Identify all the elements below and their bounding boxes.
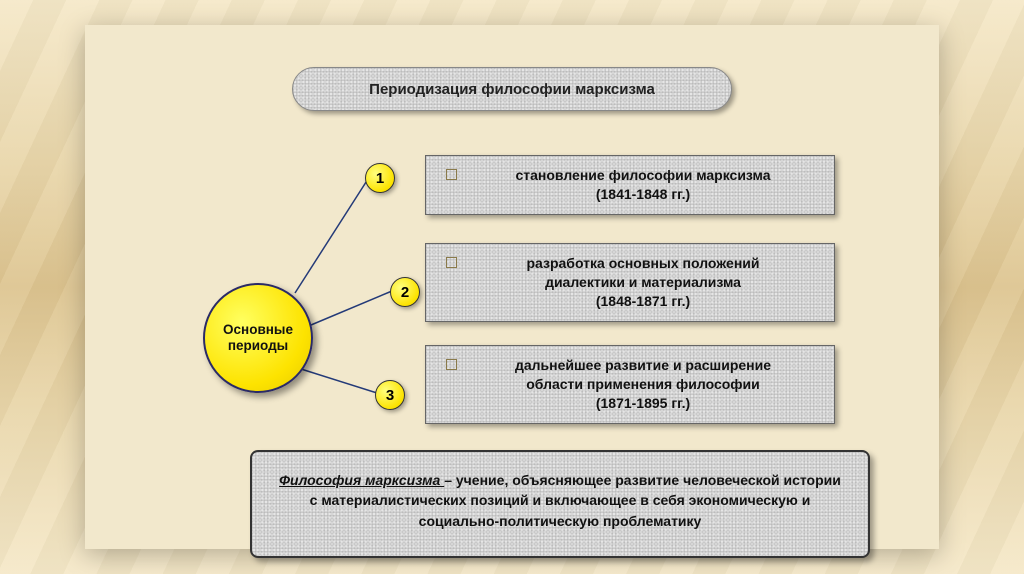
period-box-1: становление философии марксизма (1841-18… xyxy=(425,155,835,215)
number-badge-2: 2 xyxy=(390,277,420,307)
period-1-line2: (1841-1848 гг.) xyxy=(468,185,818,204)
period-box-2: разработка основных положений диалектики… xyxy=(425,243,835,322)
content-panel: Периодизация философии марксизма Основны… xyxy=(85,25,939,549)
connector-3 xyxy=(301,369,377,393)
num-3-text: 3 xyxy=(386,387,394,404)
period-2-line3: (1848-1871 гг.) xyxy=(468,292,818,311)
period-3-line3: (1871-1895 гг.) xyxy=(468,394,818,413)
number-badge-3: 3 xyxy=(375,380,405,410)
num-2-text: 2 xyxy=(401,284,409,301)
definition-box: Философия марксизма – учение, объясняюще… xyxy=(250,450,870,558)
period-1-line1: становление философии марксизма xyxy=(468,166,818,185)
title-pill: Периодизация философии марксизма xyxy=(292,67,732,111)
hub-label: Основные периоды xyxy=(205,322,311,354)
number-badge-1: 1 xyxy=(365,163,395,193)
period-3-line2: области применения философии xyxy=(468,375,818,394)
title-text: Периодизация философии марксизма xyxy=(369,81,655,98)
period-3-line1: дальнейшее развитие и расширение xyxy=(468,356,818,375)
period-2-line2: диалектики и материализма xyxy=(468,273,818,292)
num-1-text: 1 xyxy=(376,170,384,187)
period-2-line1: разработка основных положений xyxy=(468,254,818,273)
connector-1 xyxy=(295,179,368,293)
connector-2 xyxy=(311,291,392,325)
hub-circle: Основные периоды xyxy=(203,283,313,393)
period-box-3: дальнейшее развитие и расширение области… xyxy=(425,345,835,424)
definition-term: Философия марксизма xyxy=(279,472,444,488)
